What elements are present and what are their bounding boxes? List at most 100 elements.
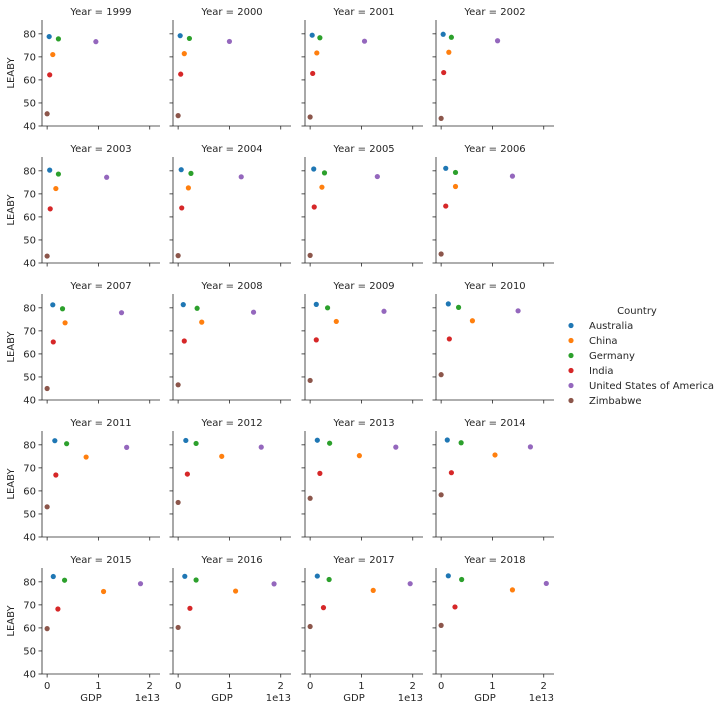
point-germany [326, 576, 332, 583]
point-germany [55, 171, 62, 177]
facet-panel-2012: Year = 2012 [169, 418, 291, 541]
point-germany [448, 34, 454, 40]
x-axis-offset-label: 1e13 [398, 693, 423, 704]
point-germany [452, 169, 459, 176]
point-australia [445, 301, 451, 307]
facet-panel-2013: Year = 2013 [301, 418, 423, 541]
point-germany [61, 577, 68, 583]
y-tick-label: 70 [23, 600, 36, 611]
y-tick-label: 70 [23, 463, 36, 474]
point-australia [52, 438, 58, 444]
facet-panel-2006: Year = 2006 [432, 144, 554, 267]
point-china [492, 452, 498, 458]
facet-title: Year = 2017 [332, 555, 394, 566]
point-united-states-of-america [515, 308, 521, 314]
y-tick-label: 80 [23, 577, 36, 588]
legend-marker [568, 352, 574, 359]
legend-label: United States of America [589, 381, 714, 392]
facet-title: Year = 2006 [463, 144, 525, 155]
x-tick-label: 2 [278, 681, 284, 692]
point-australia [177, 33, 183, 39]
facet-grid: Year = 1999 40 50 60 70 80 LEABY Year = 2000 Yea… [6, 7, 554, 704]
point-australia [182, 573, 188, 579]
legend-item: Germany [568, 351, 635, 362]
point-china [356, 453, 362, 459]
y-tick-label: 40 [23, 259, 36, 270]
point-india [47, 72, 53, 78]
legend-item: India [568, 366, 614, 377]
x-tick-label: 2 [541, 681, 547, 692]
y-tick-label: 60 [23, 349, 36, 360]
point-australia [47, 167, 53, 173]
facet-title: Year = 2004 [200, 144, 262, 155]
point-united-states-of-america [226, 38, 233, 45]
point-india [317, 470, 323, 476]
point-zimbabwe [438, 251, 444, 257]
point-china [181, 51, 187, 57]
point-zimbabwe [44, 504, 50, 510]
y-tick-label: 80 [23, 166, 36, 177]
y-axis-label: LEABY [6, 194, 17, 226]
y-tick-label: 40 [23, 533, 36, 544]
facet-panel-1999: Year = 1999 40 50 60 70 80 LEABY [6, 7, 160, 133]
facet-panel-2008: Year = 2008 [169, 281, 291, 404]
point-united-states-of-america [104, 174, 110, 180]
x-axis-offset-label: 1e13 [135, 693, 160, 704]
point-germany [459, 576, 465, 583]
facet-title: Year = 2003 [69, 144, 131, 155]
legend-item: Australia [568, 321, 633, 332]
y-tick-label: 70 [23, 52, 36, 63]
y-tick-label: 50 [23, 509, 36, 520]
point-india [446, 336, 452, 342]
point-australia [180, 302, 186, 308]
legend-marker [568, 382, 574, 389]
facet-title: Year = 2007 [69, 281, 131, 292]
x-tick-label: 1 [95, 681, 101, 692]
point-united-states-of-america [93, 39, 99, 45]
point-china [232, 588, 239, 594]
y-tick-label: 80 [23, 440, 36, 451]
point-china [314, 50, 320, 56]
point-germany [193, 577, 199, 583]
y-tick-label: 60 [23, 212, 36, 223]
point-india [184, 471, 190, 477]
facet-title: Year = 2010 [463, 281, 525, 292]
x-tick-label: 0 [438, 681, 444, 692]
point-china [469, 318, 476, 324]
point-zimbabwe [307, 495, 313, 501]
point-china [509, 587, 516, 593]
point-india [187, 605, 193, 611]
point-united-states-of-america [258, 444, 264, 450]
x-tick-label: 2 [147, 681, 153, 692]
point-china [53, 185, 59, 192]
legend-label: India [589, 366, 614, 377]
facet-panel-2010: Year = 2010 [432, 281, 554, 404]
y-tick-label: 80 [23, 303, 36, 314]
facet-title: Year = 2013 [332, 418, 394, 429]
point-united-states-of-america [250, 309, 257, 315]
point-zimbabwe [307, 377, 313, 384]
y-tick-label: 60 [23, 75, 36, 86]
point-germany [59, 306, 66, 312]
facet-panel-2007: Year = 2007 40 50 60 70 80 LEABY [6, 281, 160, 407]
facet-panel-2011: Year = 2011 40 50 60 70 80 LEABY [6, 418, 160, 544]
point-australia [314, 573, 320, 579]
facet-panel-2004: Year = 2004 [169, 144, 291, 267]
point-germany [324, 305, 331, 311]
point-india [320, 605, 327, 611]
point-germany [327, 440, 333, 446]
y-tick-label: 70 [23, 189, 36, 200]
facet-title: Year = 2011 [69, 418, 131, 429]
point-china [219, 453, 225, 459]
point-zimbabwe [438, 115, 444, 121]
point-india [311, 204, 317, 210]
point-india [181, 338, 187, 344]
facet-title: Year = 2009 [332, 281, 394, 292]
facet-panel-2015: Year = 2015 40 50 60 70 80 0 1 2 LEABY GDP 1e13 [6, 555, 160, 704]
facet-panel-2005: Year = 2005 [301, 144, 423, 267]
legend-label: Germany [589, 351, 635, 362]
facet-title: Year = 2008 [200, 281, 262, 292]
legend-item: Zimbabwe [568, 396, 642, 407]
x-tick-label: 2 [410, 681, 416, 692]
legend-marker [568, 397, 574, 404]
